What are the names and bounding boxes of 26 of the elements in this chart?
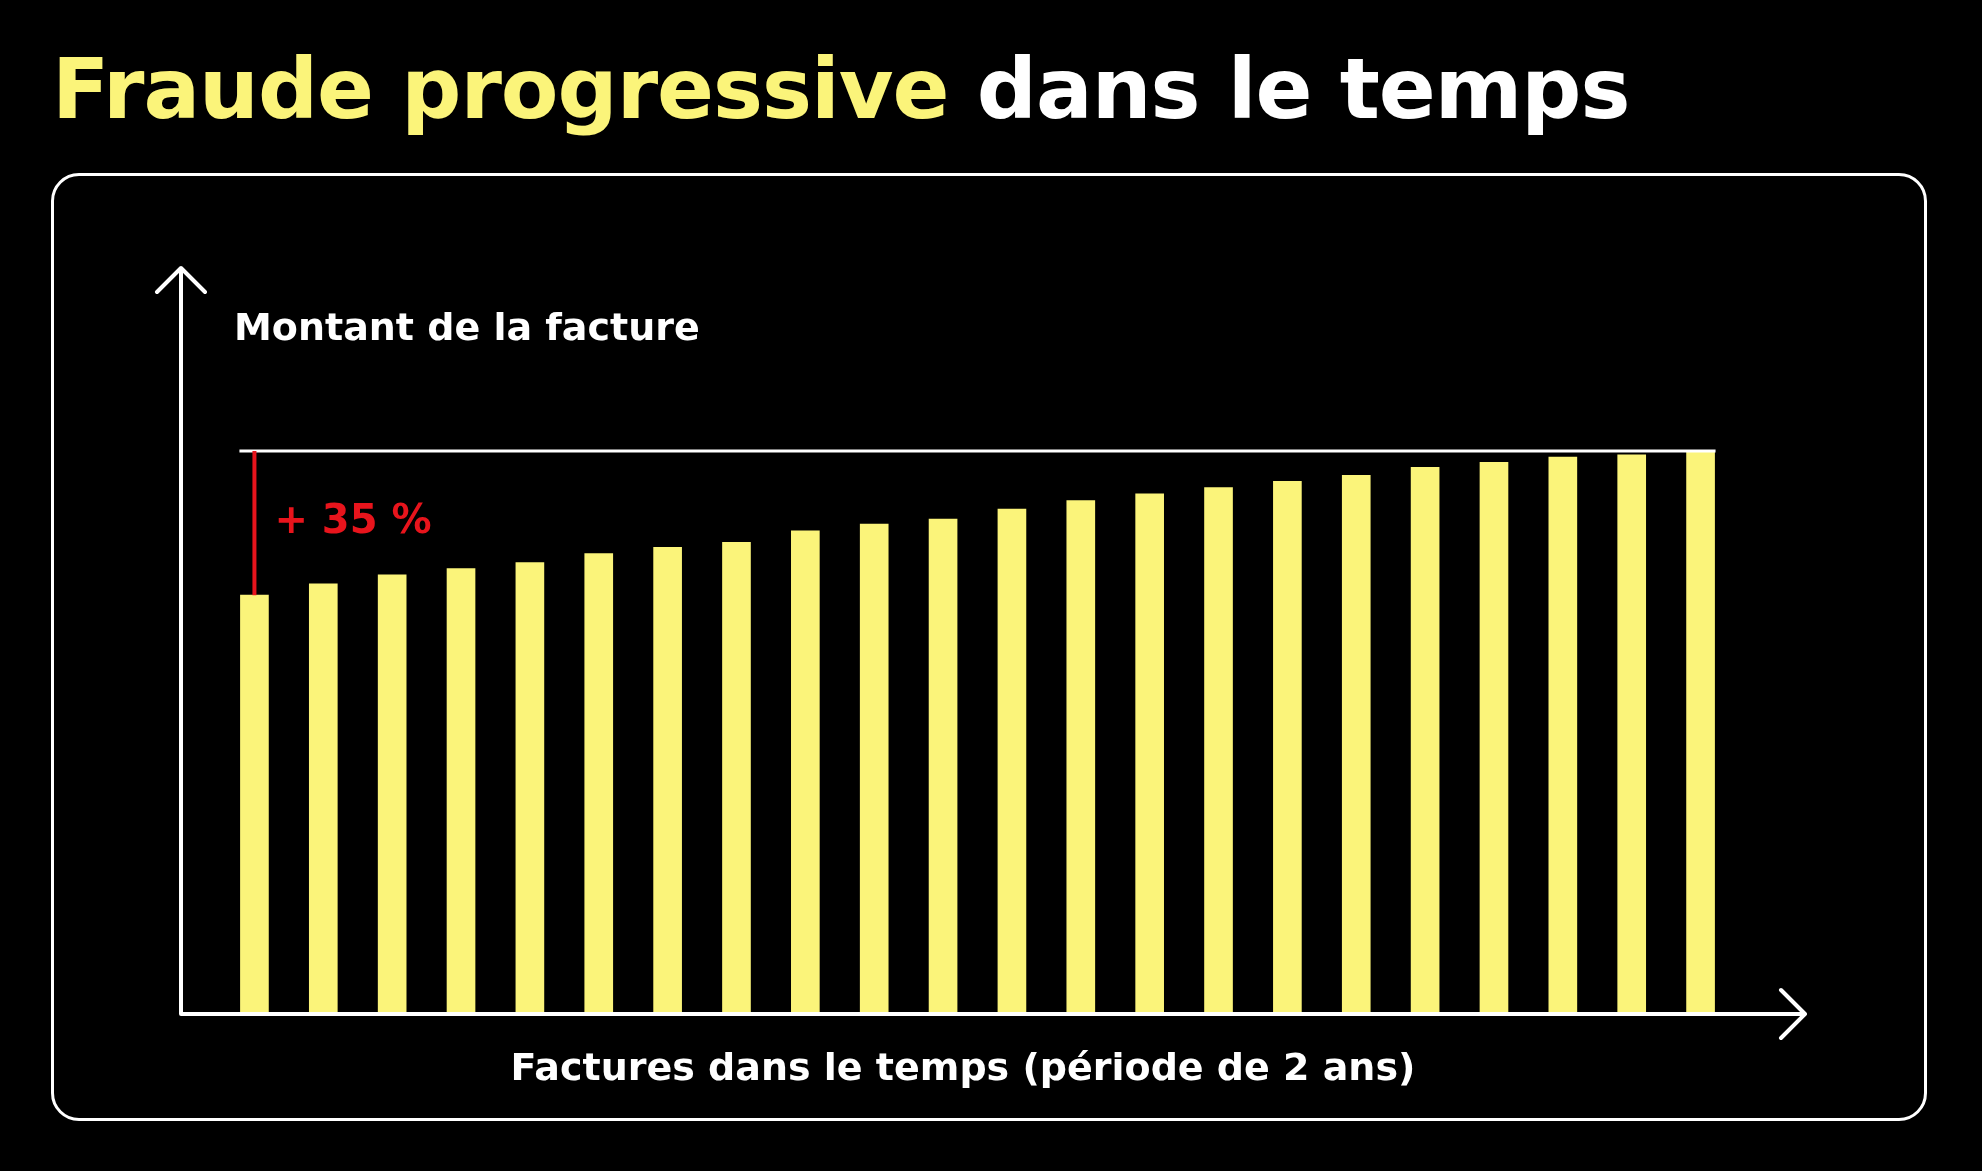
bar — [791, 530, 820, 1014]
chart-title: Fraude progressive dans le temps — [52, 40, 1630, 138]
x-axis-title: Factures dans le temps (période de 2 ans) — [510, 1045, 1416, 1089]
bar — [515, 562, 545, 1014]
bar — [859, 523, 889, 1014]
bar — [1479, 461, 1509, 1014]
bar — [653, 546, 682, 1014]
bar — [377, 574, 407, 1014]
bar — [240, 594, 269, 1014]
bar — [446, 568, 476, 1014]
bar — [584, 553, 614, 1014]
bar — [722, 541, 751, 1014]
bar — [928, 518, 958, 1014]
bar — [1686, 451, 1715, 1014]
bar — [1273, 481, 1302, 1014]
bar — [308, 583, 338, 1014]
bar — [1410, 467, 1440, 1014]
bar — [1066, 500, 1096, 1014]
bar — [1617, 454, 1647, 1014]
bar — [1341, 474, 1371, 1014]
bar — [1204, 487, 1233, 1014]
y-axis-title: Montant de la facture — [234, 305, 700, 349]
bar — [1548, 456, 1578, 1014]
bar — [1135, 493, 1164, 1014]
annotation: + 35 % — [274, 496, 432, 543]
bar — [997, 508, 1027, 1014]
